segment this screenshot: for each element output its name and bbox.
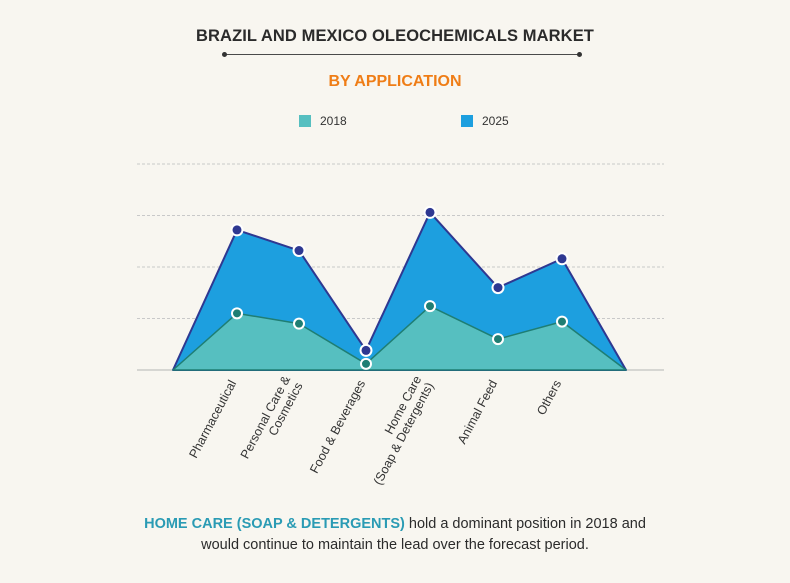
x-tick-label-line: Animal Feed [455,378,500,447]
marker-2018 [426,302,434,311]
legend-label-2018: 2018 [320,114,347,128]
marker-2018 [295,319,303,328]
legend-swatch-2025 [461,115,473,127]
legend-label-2025: 2025 [482,114,509,128]
marker-2018 [233,309,241,318]
marker-2025 [361,345,371,355]
caption-highlight: HOME CARE (SOAP & DETERGENTS) [144,516,405,532]
x-tick-label-line: Pharmaceutical [186,378,239,461]
x-tick-label: Animal Feed [455,378,500,447]
x-tick-label: Home Care(Soap & Detergents) [358,373,436,487]
chart-caption: HOME CARE (SOAP & DETERGENTS) hold a dom… [0,514,790,556]
marker-2018 [558,317,566,326]
chart-subtitle: BY APPLICATION [328,73,462,90]
marker-2025 [425,207,435,217]
x-tick-label-line: Others [534,378,564,418]
x-tick-label-line: Food & Beverages [307,378,368,476]
marker-2018 [494,335,502,344]
marker-2025 [493,283,503,293]
x-tick-label: Others [534,378,564,418]
legend-swatch-2018 [299,115,311,127]
chart-title: BRAZIL AND MEXICO OLEOCHEMICALS MARKET [196,27,594,45]
marker-2018 [362,359,370,368]
caption-line-1: HOME CARE (SOAP & DETERGENTS) hold a dom… [0,514,790,535]
x-tick-label: Pharmaceutical [186,378,239,461]
legend-item-2025: 2025 [461,113,509,129]
divider-dot-right [577,52,582,57]
legend-item-2018: 2018 [299,113,347,129]
caption-line-2: would continue to maintain the lead over… [201,537,589,553]
marker-2025 [294,246,304,256]
x-tick-label: Personal Care &Cosmetics [238,373,306,468]
x-tick-label: Food & Beverages [307,378,368,476]
title-divider [222,52,582,57]
marker-2025 [232,225,242,235]
divider-dot-left [222,52,227,57]
marker-2025 [557,254,567,264]
caption-line-1-rest: hold a dominant position in 2018 and [404,516,646,532]
